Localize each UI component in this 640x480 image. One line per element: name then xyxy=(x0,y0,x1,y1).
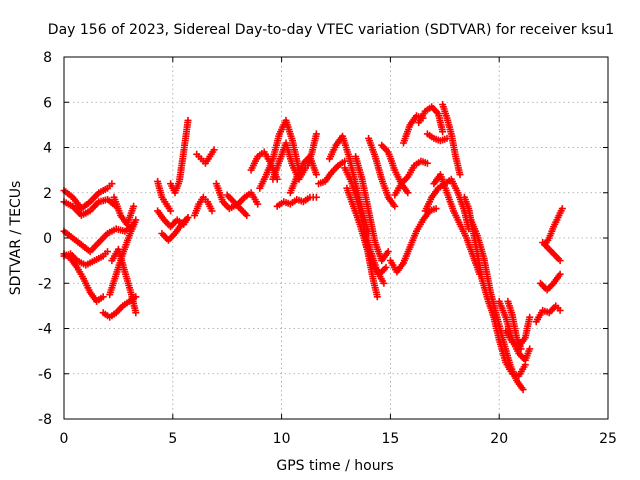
series-track-24 xyxy=(315,157,349,188)
series-track-30 xyxy=(365,134,399,210)
axis-ticks: 0 5 10 15 20 25 -8 -6 -4 -2 0 2 4 6 8 xyxy=(38,50,617,447)
data-point xyxy=(526,313,534,321)
data-point xyxy=(243,211,251,219)
data-point xyxy=(456,171,464,179)
series-track-17 xyxy=(223,191,251,219)
data-point xyxy=(517,345,525,353)
series-track-33 xyxy=(391,157,431,199)
data-point xyxy=(382,263,390,271)
grid xyxy=(64,57,608,419)
data-point xyxy=(556,257,564,265)
data-point xyxy=(208,207,216,215)
data-point xyxy=(556,306,564,314)
data-point xyxy=(130,202,138,210)
y-tick-label: 2 xyxy=(43,186,52,202)
data-point xyxy=(184,116,192,124)
x-axis-label: GPS time / hours xyxy=(276,458,393,474)
y-tick-label: 8 xyxy=(43,50,52,66)
series-track-11 xyxy=(154,177,175,215)
y-tick-label: -2 xyxy=(38,276,52,292)
x-tick-label: 10 xyxy=(273,431,291,447)
series-track-03 xyxy=(60,220,138,256)
series-track-44 xyxy=(502,313,534,351)
data-point xyxy=(312,171,320,179)
series-track-09 xyxy=(110,193,138,228)
series-track-45 xyxy=(504,297,525,353)
series-track-32 xyxy=(386,205,440,276)
data-point xyxy=(104,248,111,256)
y-tick-label: -4 xyxy=(38,322,52,338)
series-track-08 xyxy=(108,245,140,317)
x-tick-label: 5 xyxy=(168,431,177,447)
series-track-42 xyxy=(489,309,529,380)
data-point xyxy=(391,202,399,210)
series-track-49 xyxy=(539,239,564,265)
series-track-21 xyxy=(273,193,320,210)
series-track-36 xyxy=(423,130,451,145)
series-track-02 xyxy=(60,196,120,219)
data-point xyxy=(254,200,262,208)
x-tick-label: 0 xyxy=(60,431,69,447)
data-point xyxy=(519,386,527,394)
x-tick-label: 15 xyxy=(381,431,399,447)
data-point xyxy=(558,205,566,213)
data-point xyxy=(556,270,564,278)
data-point xyxy=(312,193,320,201)
chart-title: Day 156 of 2023, Sidereal Day-to-day VTE… xyxy=(48,22,614,38)
series-track-15 xyxy=(193,146,218,167)
data-markers xyxy=(60,101,566,394)
plot-frame xyxy=(63,56,609,420)
series-track-05 xyxy=(60,248,111,269)
data-point xyxy=(439,128,447,136)
data-point xyxy=(404,189,412,197)
y-axis-label: SDTVAR / TECUs xyxy=(8,181,24,296)
data-point xyxy=(132,309,140,317)
series-track-39 xyxy=(439,101,464,179)
series-track-01 xyxy=(60,180,116,213)
data-point xyxy=(210,146,218,154)
series-track-14 xyxy=(191,193,216,219)
data-point xyxy=(423,159,431,167)
series-track-47 xyxy=(537,270,564,294)
data-point xyxy=(184,214,192,222)
series-track-41 xyxy=(467,216,527,394)
series-track-23 xyxy=(304,130,320,170)
y-tick-label: 0 xyxy=(43,231,52,247)
data-point xyxy=(373,293,381,301)
y-tick-label: 4 xyxy=(43,141,52,157)
x-tick-label: 20 xyxy=(490,431,508,447)
series-track-28 xyxy=(352,153,392,265)
data-point xyxy=(312,130,320,138)
series-track-48 xyxy=(541,205,566,249)
data-point xyxy=(384,248,392,256)
series-track-46 xyxy=(532,302,564,326)
series-track-37 xyxy=(421,175,473,233)
series-track-25 xyxy=(326,132,373,237)
series-track-12 xyxy=(158,214,192,244)
y-tick-label: -6 xyxy=(38,367,52,383)
data-point xyxy=(99,293,107,301)
y-tick-label: -8 xyxy=(38,412,52,428)
data-point xyxy=(380,279,388,287)
x-tick-label: 25 xyxy=(599,431,617,447)
series-track-19 xyxy=(256,116,303,192)
data-point xyxy=(167,207,175,215)
series-track-35 xyxy=(415,103,447,136)
data-point xyxy=(108,180,116,188)
data-point xyxy=(132,216,140,224)
series-track-31 xyxy=(378,141,412,197)
data-point xyxy=(432,205,440,213)
data-point xyxy=(526,345,534,353)
y-tick-label: 6 xyxy=(43,95,52,111)
series-track-13 xyxy=(167,116,192,197)
series-track-29 xyxy=(360,230,381,301)
